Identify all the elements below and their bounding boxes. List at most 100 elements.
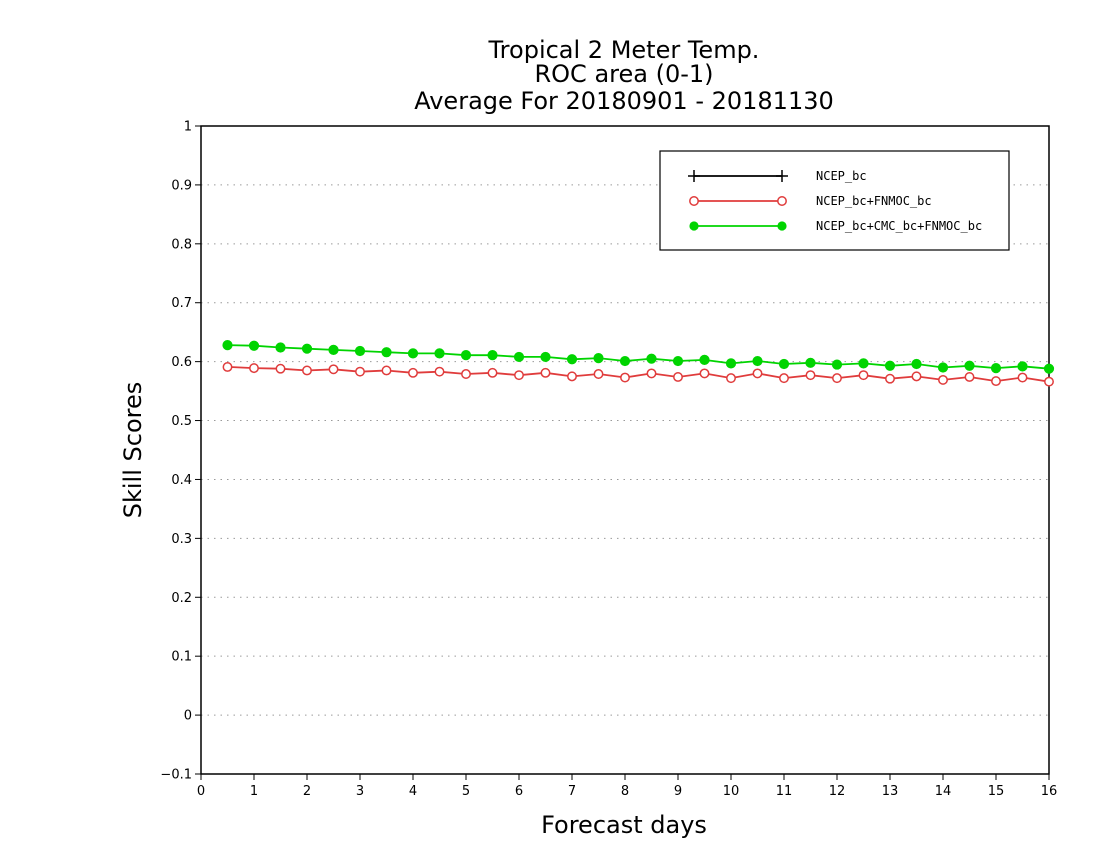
y-tick-label: 0.9	[171, 178, 192, 193]
data-point	[1017, 361, 1028, 372]
x-axis-ticks: 0 1 2 3 4 5 6 7 8 9 10 11 12 13 14 15 16	[197, 774, 1057, 799]
chart-title-line-2: ROC area (0-1)	[534, 60, 713, 88]
data-point	[699, 354, 710, 365]
data-point	[619, 355, 631, 367]
data-point	[832, 373, 842, 384]
data-point	[991, 376, 1001, 387]
data-point	[885, 373, 895, 384]
data-point	[460, 350, 472, 361]
x-tick-label: 14	[935, 784, 952, 799]
data-point	[911, 358, 922, 370]
data-point	[964, 360, 975, 371]
legend-label-2: NCEP_bc+CMC_bc+FNMOC_bc	[816, 219, 982, 233]
data-point	[434, 366, 445, 377]
data-point	[699, 368, 710, 379]
data-point	[408, 367, 418, 378]
data-point	[1017, 372, 1028, 383]
legend-label-0: NCEP_bc	[816, 169, 867, 183]
data-point	[884, 360, 896, 371]
legend-marker	[688, 170, 700, 182]
legend: NCEP_bc NCEP_bc+FNMOC_bc NCEP_bc+CMC_bc+FN…	[659, 150, 1010, 251]
data-point	[302, 365, 312, 376]
data-point	[222, 340, 233, 351]
data-point	[1044, 376, 1054, 387]
data-point	[301, 343, 313, 354]
series-line-2	[227, 344, 1050, 370]
y-tick-label: 0.2	[171, 591, 192, 606]
data-point	[275, 363, 286, 374]
x-tick-label: 8	[621, 784, 629, 799]
x-tick-label: 6	[515, 784, 523, 799]
x-tick-label: 7	[568, 784, 576, 799]
y-tick-label: −0.1	[160, 768, 192, 783]
data-point	[858, 370, 869, 381]
data-point	[354, 345, 366, 357]
data-point	[938, 374, 948, 385]
gridlines	[201, 184, 1049, 716]
x-tick-label: 12	[829, 784, 846, 799]
data-point	[620, 372, 630, 383]
x-tick-label: 1	[250, 784, 258, 799]
x-tick-label: 2	[303, 784, 311, 799]
data-point	[964, 372, 975, 382]
x-tick-label: 15	[988, 784, 1005, 799]
y-axis-ticks: −0.1 0 0.1 0.2 0.3 0.4 0.5 0.6 0.7 0.8 0.9 1	[160, 120, 201, 783]
legend-marker	[776, 170, 788, 182]
y-axis-title: Skill Scores	[119, 382, 147, 519]
data-point	[514, 370, 524, 381]
data-point	[461, 369, 471, 379]
data-point	[911, 371, 922, 382]
data-point	[805, 357, 816, 368]
legend-marker	[777, 221, 787, 231]
data-point	[778, 358, 790, 370]
y-tick-label: 0.8	[171, 237, 192, 252]
data-point	[567, 371, 577, 382]
data-point	[540, 351, 551, 363]
data-point	[937, 362, 949, 373]
y-tick-label: 1	[184, 120, 192, 135]
chart-title-line-3: Average For 20180901 - 20181130	[414, 87, 834, 115]
data-point	[779, 373, 789, 384]
x-tick-label: 3	[356, 784, 364, 799]
data-point	[673, 372, 683, 382]
data-point	[990, 363, 1002, 374]
data-point	[275, 342, 286, 353]
chart-title-line-1: Tropical 2 Meter Temp.	[488, 36, 760, 64]
series-layer	[222, 340, 1055, 387]
data-point	[672, 355, 684, 367]
data-point	[566, 354, 578, 365]
y-tick-label: 0.7	[171, 296, 192, 311]
data-point	[646, 353, 657, 364]
x-tick-label: 11	[776, 784, 793, 799]
y-tick-label: 0.4	[171, 473, 192, 488]
x-tick-label: 13	[882, 784, 899, 799]
data-point	[593, 369, 604, 379]
data-point	[752, 355, 763, 367]
legend-marker	[689, 196, 699, 206]
data-point	[831, 359, 843, 370]
x-tick-label: 16	[1041, 784, 1058, 799]
data-point	[381, 365, 392, 376]
data-point	[725, 358, 737, 369]
x-axis-title: Forecast days	[541, 811, 707, 839]
data-point	[328, 364, 339, 375]
x-tick-label: 4	[409, 784, 417, 799]
y-tick-label: 0	[184, 709, 192, 724]
data-point	[646, 368, 657, 379]
data-point	[726, 373, 736, 384]
x-tick-label: 0	[197, 784, 205, 799]
data-point	[513, 351, 525, 363]
y-tick-label: 0.3	[171, 532, 192, 547]
data-point	[858, 358, 869, 369]
data-point	[593, 353, 604, 364]
data-point	[248, 340, 260, 351]
data-point	[752, 368, 763, 379]
data-point	[407, 348, 419, 359]
x-tick-label: 9	[674, 784, 682, 799]
data-point	[328, 344, 339, 355]
data-point	[381, 347, 392, 358]
data-point	[434, 348, 445, 359]
data-point	[1043, 363, 1055, 374]
data-point	[222, 361, 233, 372]
